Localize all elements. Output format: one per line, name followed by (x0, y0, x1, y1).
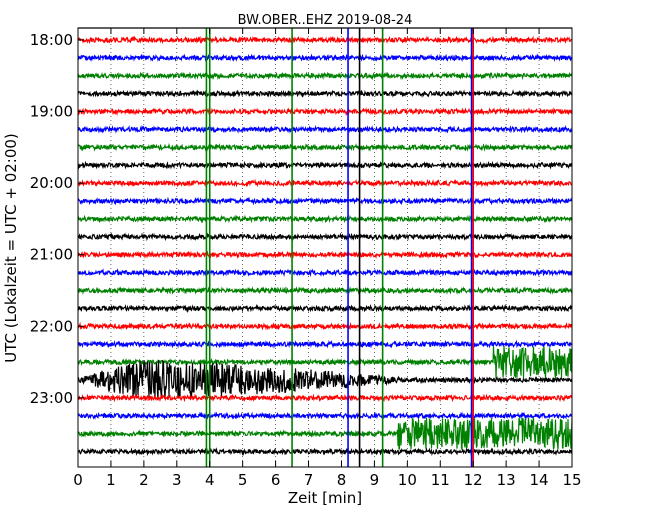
trace-23:45 (77, 447, 573, 457)
x-tick-label: 1 (106, 471, 116, 489)
trace-20:45 (77, 232, 573, 242)
x-tick-label: 14 (530, 471, 549, 489)
x-tick-label: 4 (205, 471, 215, 489)
trace-19:15 (77, 124, 573, 134)
x-tick-label: 2 (139, 471, 149, 489)
trace-23:30 (77, 417, 573, 450)
x-tick-label: 13 (497, 471, 516, 489)
x-tick-label: 6 (271, 471, 281, 489)
vertical-spikes (205, 28, 475, 467)
trace-19:00 (77, 107, 573, 117)
trace-21:45 (77, 303, 573, 313)
trace-18:00 (77, 35, 573, 45)
trace-20:00 (77, 178, 573, 188)
y-tick-label: 22:00 (30, 317, 73, 335)
y-tick-label: 19:00 (30, 103, 73, 121)
trace-21:15 (77, 268, 573, 278)
trace-22:00 (77, 321, 573, 331)
trace-19:45 (77, 160, 573, 170)
x-tick-label: 15 (562, 471, 581, 489)
trace-23:00 (77, 393, 573, 403)
trace-21:30 (77, 286, 573, 296)
trace-22:30 (77, 346, 573, 379)
trace-22:15 (77, 339, 573, 349)
x-tick-label: 5 (238, 471, 248, 489)
trace-20:30 (77, 214, 573, 224)
trace-22:45 (77, 359, 573, 401)
trace-23:15 (77, 411, 573, 421)
y-tick-label: 21:00 (30, 246, 73, 264)
trace-20:15 (77, 196, 573, 206)
x-tick-label: 0 (73, 471, 83, 489)
x-tick-label: 9 (370, 471, 380, 489)
x-tick-label: 11 (431, 471, 450, 489)
trace-18:15 (77, 53, 573, 63)
x-tick-label: 12 (464, 471, 483, 489)
x-axis-ticks: 0 1 2 3 4 5 6 7 8 9 10 11 12 13 14 15 (73, 28, 582, 489)
trace-18:30 (77, 71, 573, 81)
x-tick-label: 8 (337, 471, 347, 489)
plot-frame (77, 27, 573, 468)
y-tick-label: 23:00 (30, 389, 73, 407)
y-axis-ticks: 18:00 19:00 20:00 21:00 22:00 23:00 (30, 31, 84, 407)
y-tick-label: 18:00 (30, 31, 73, 49)
x-tick-label: 3 (172, 471, 182, 489)
x-tick-label: 10 (398, 471, 417, 489)
traces (77, 27, 573, 457)
chart-title: BW.OBER..EHZ 2019-08-24 (238, 13, 413, 28)
y-axis-label: UTC (Lokalzeit = UTC + 02:00) (2, 133, 20, 363)
x-tick-label: 7 (304, 471, 314, 489)
trace-19:30 (77, 142, 573, 152)
y-tick-label: 20:00 (30, 174, 73, 192)
trace-18:45 (77, 89, 573, 99)
x-axis-label: Zeit [min] (288, 489, 362, 507)
trace-21:00 (77, 250, 573, 260)
